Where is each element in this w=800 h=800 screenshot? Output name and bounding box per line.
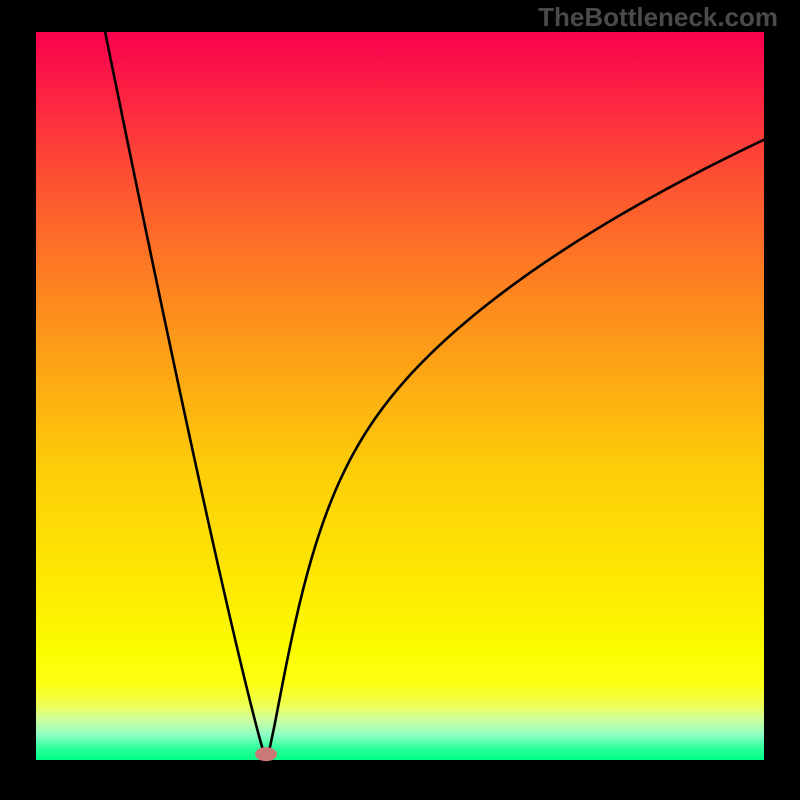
bottleneck-curve — [105, 32, 764, 760]
watermark-text: TheBottleneck.com — [538, 2, 778, 33]
curve-layer — [36, 32, 764, 760]
minimum-marker — [255, 747, 277, 761]
plot-frame — [36, 32, 764, 760]
chart-stage: TheBottleneck.com — [0, 0, 800, 800]
